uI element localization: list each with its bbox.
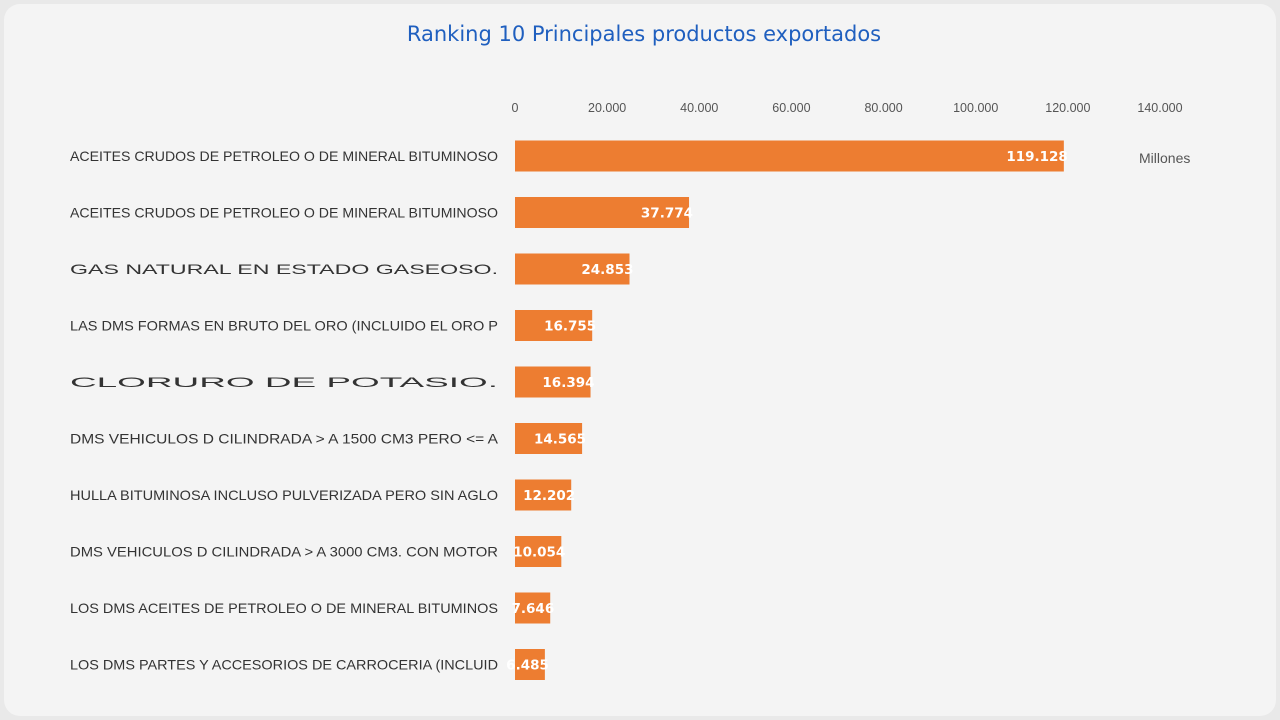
category-label: HULLA BITUMINOSA INCLUSO PULVERIZADA PER… bbox=[70, 487, 498, 503]
value-label: 10.054 bbox=[513, 545, 565, 561]
bar bbox=[515, 140, 1064, 172]
value-label: 37.774 bbox=[641, 206, 693, 222]
bar bbox=[515, 197, 690, 228]
bar bbox=[515, 310, 593, 341]
category-label: DMS VEHICULOS D CILINDRADA > A 3000 CM3.… bbox=[70, 544, 498, 560]
x-tick-label: 20.000 bbox=[588, 101, 626, 115]
bar bbox=[515, 423, 583, 454]
x-tick-label: 100.000 bbox=[953, 101, 998, 115]
chart-card bbox=[4, 4, 1276, 716]
bar bbox=[515, 366, 591, 398]
category-label: ACEITES CRUDOS DE PETROLEO O DE MINERAL … bbox=[70, 148, 498, 164]
value-label: 16.394 bbox=[542, 375, 594, 391]
x-tick-label: 80.000 bbox=[864, 101, 902, 115]
bar bbox=[515, 536, 562, 567]
chart-title: Ranking 10 Principales productos exporta… bbox=[406, 22, 882, 46]
x-tick-label: 0 bbox=[512, 101, 519, 115]
category-label: CLORURO DE POTASIO. bbox=[70, 374, 498, 390]
unit-label: Millones bbox=[1139, 150, 1190, 166]
value-label: 119.128 bbox=[1006, 149, 1068, 165]
bar bbox=[515, 649, 545, 680]
value-label: 6.485 bbox=[506, 658, 549, 674]
category-label: GAS NATURAL EN ESTADO GASEOSO. bbox=[70, 261, 498, 277]
value-label: 7.646 bbox=[512, 601, 555, 617]
x-tick-label: 40.000 bbox=[680, 101, 718, 115]
value-label: 12.202 bbox=[523, 488, 575, 504]
value-label: 16.755 bbox=[544, 319, 596, 335]
value-label: 24.853 bbox=[581, 262, 633, 278]
bar bbox=[515, 253, 630, 285]
bar bbox=[515, 479, 572, 511]
x-tick-label: 140.000 bbox=[1137, 101, 1182, 115]
category-label: ACEITES CRUDOS DE PETROLEO O DE MINERAL … bbox=[70, 205, 498, 221]
category-label: LOS DMS ACEITES DE PETROLEO O DE MINERAL… bbox=[70, 600, 498, 616]
bar bbox=[515, 592, 551, 624]
category-label: DMS VEHICULOS D CILINDRADA > A 1500 CM3 … bbox=[70, 431, 499, 447]
x-tick-label: 120.000 bbox=[1045, 101, 1090, 115]
category-label: LAS DMS FORMAS EN BRUTO DEL ORO (INCLUID… bbox=[70, 318, 498, 334]
value-label: 14.565 bbox=[534, 432, 586, 448]
category-label: LOS DMS PARTES Y ACCESORIOS DE CARROCERI… bbox=[70, 657, 498, 673]
x-tick-label: 60.000 bbox=[772, 101, 810, 115]
